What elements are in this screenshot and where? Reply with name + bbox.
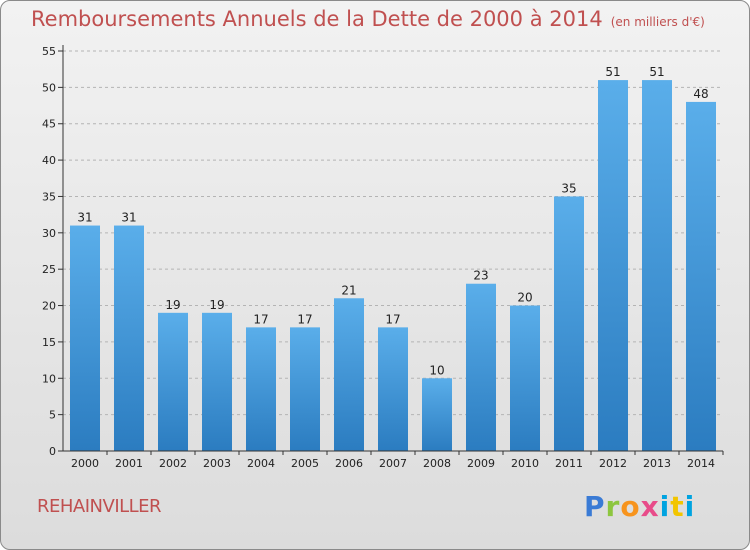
x-tick-label: 2014 (687, 457, 715, 470)
bar (466, 283, 496, 451)
y-tick-label: 20 (42, 300, 56, 313)
bar-value-label: 48 (693, 87, 708, 101)
y-tick-label: 55 (42, 45, 56, 58)
bar (114, 225, 144, 451)
bar (70, 225, 100, 451)
x-tick-label: 2003 (203, 457, 231, 470)
bar (202, 312, 232, 451)
chart-title-text: Remboursements Annuels de la Dette de 20… (31, 7, 603, 31)
logo-letter: i (659, 490, 671, 523)
bar (158, 312, 188, 451)
bar (422, 378, 452, 451)
x-tick-label: 2009 (467, 457, 495, 470)
y-tick-label: 5 (49, 409, 56, 422)
y-tick-label: 30 (42, 227, 56, 240)
bar (510, 305, 540, 451)
logo-letter: o (620, 490, 641, 523)
x-tick-label: 2006 (335, 457, 363, 470)
bar-value-label: 21 (341, 283, 356, 297)
x-tick-label: 2008 (423, 457, 451, 470)
bar-value-label: 17 (385, 312, 400, 326)
bar-value-label: 35 (561, 181, 576, 195)
y-tick-label: 40 (42, 154, 56, 167)
x-tick-label: 2002 (159, 457, 187, 470)
x-tick-label: 2012 (599, 457, 627, 470)
bar-value-label: 17 (297, 312, 312, 326)
bar (378, 327, 408, 451)
bar-value-label: 20 (517, 291, 532, 305)
chart-unit-note: (en milliers d'€) (610, 15, 705, 29)
x-tick-label: 2004 (247, 457, 275, 470)
x-tick-label: 2005 (291, 457, 319, 470)
x-tick-label: 2007 (379, 457, 407, 470)
proxiti-logo: Proxiti (584, 490, 695, 523)
bar (598, 80, 628, 451)
y-tick-label: 0 (49, 445, 56, 458)
logo-letter: P (584, 490, 606, 523)
bar-value-label: 19 (209, 298, 224, 312)
y-tick-label: 45 (42, 118, 56, 131)
bar-value-label: 19 (165, 298, 180, 312)
y-tick-label: 10 (42, 372, 56, 385)
logo-letter: i (684, 490, 696, 523)
x-tick-label: 2001 (115, 457, 143, 470)
y-tick-label: 50 (42, 81, 56, 94)
bar (686, 101, 716, 451)
bar-value-label: 51 (649, 65, 664, 79)
x-tick-label: 2010 (511, 457, 539, 470)
bar-value-label: 10 (429, 363, 444, 377)
bar (642, 80, 672, 451)
logo-letter: r (605, 490, 621, 523)
bar-value-label: 31 (77, 211, 92, 225)
bar-value-label: 17 (253, 312, 268, 326)
x-tick-label: 2011 (555, 457, 583, 470)
y-tick-label: 35 (42, 190, 56, 203)
chart-title: Remboursements Annuels de la Dette de 20… (31, 7, 705, 31)
bar (246, 327, 276, 451)
logo-letter: x (640, 490, 660, 523)
bar-value-label: 31 (121, 211, 136, 225)
logo-letter: t (670, 490, 685, 523)
y-tick-label: 25 (42, 263, 56, 276)
x-tick-label: 2013 (643, 457, 671, 470)
bar (334, 298, 364, 451)
y-tick-label: 15 (42, 336, 56, 349)
bar-value-label: 51 (605, 65, 620, 79)
bar (554, 196, 584, 451)
x-tick-label: 2000 (71, 457, 99, 470)
commune-name: REHAINVILLER (37, 496, 162, 517)
bar (290, 327, 320, 451)
bar-value-label: 23 (473, 269, 488, 283)
